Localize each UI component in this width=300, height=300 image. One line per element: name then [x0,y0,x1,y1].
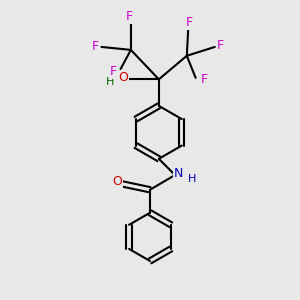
Text: N: N [174,167,183,180]
Text: F: F [92,40,99,53]
Text: F: F [186,16,193,29]
Text: H: H [106,77,114,87]
Text: F: F [126,10,133,23]
Text: O: O [118,71,128,84]
Text: F: F [200,73,207,86]
Text: O: O [112,175,122,188]
Text: F: F [110,65,117,79]
Text: H: H [188,174,196,184]
Text: F: F [217,39,224,52]
